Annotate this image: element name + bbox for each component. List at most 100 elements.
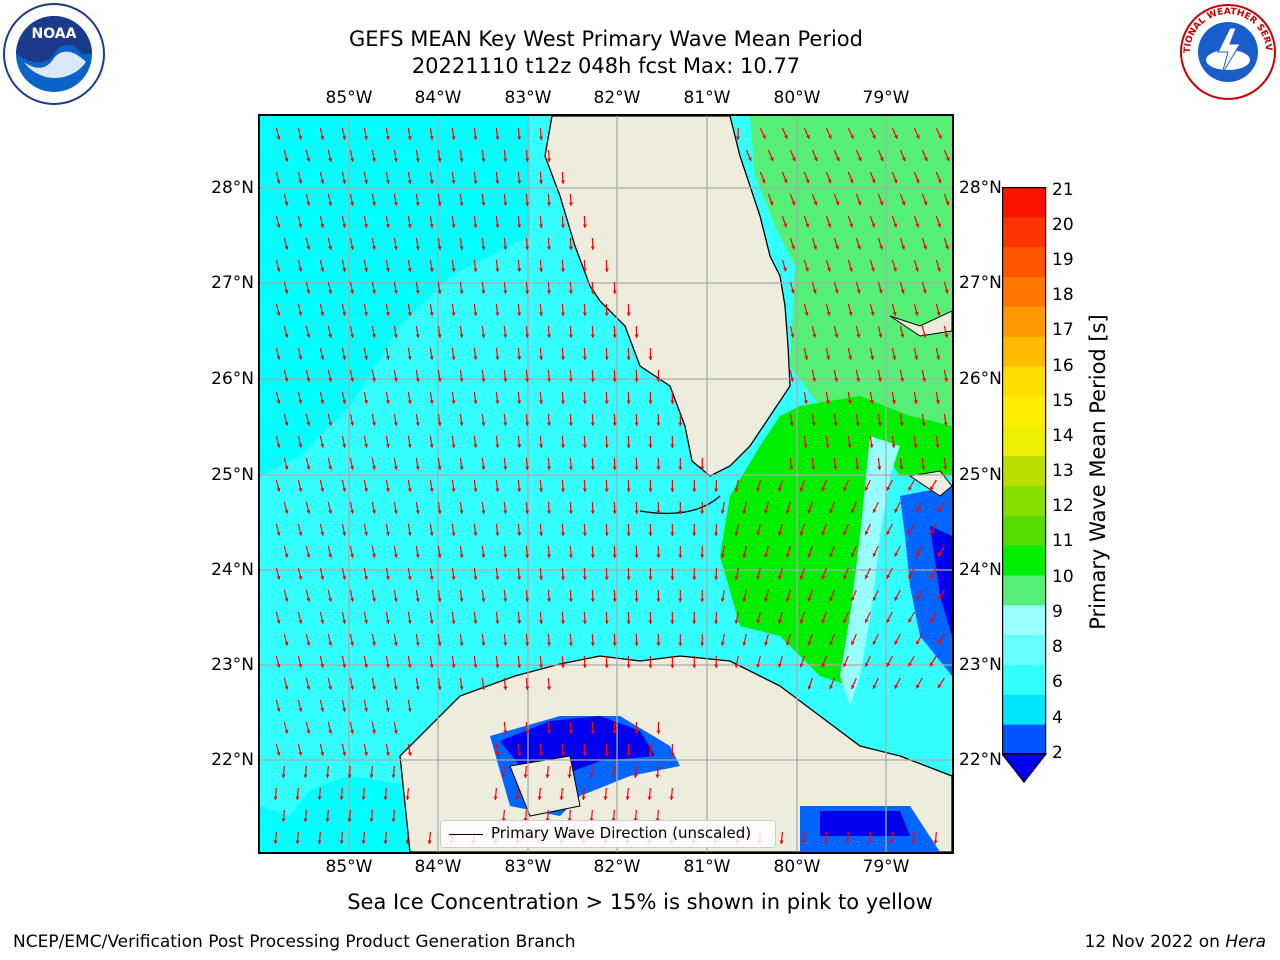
wave-arrow-head [756, 487, 761, 492]
wave-arrow-head [937, 684, 942, 689]
wave-arrow-head [742, 641, 747, 646]
wave-arrow-head [901, 245, 906, 250]
wave-arrow-head [546, 510, 552, 514]
colorbar-tick-label: 12 [1052, 496, 1074, 516]
wave-arrow-head [937, 552, 942, 557]
wave-arrow-head [525, 510, 530, 514]
wave-arrow-head [889, 840, 894, 844]
wave-arrow-head [364, 752, 369, 756]
wave-arrow-head [276, 355, 281, 360]
wave-arrow-head [451, 136, 456, 140]
colorbar-segment [1002, 574, 1046, 606]
wave-arrow-head [872, 134, 876, 139]
map-panel[interactable]: Primary Wave Direction (unscaled) [258, 114, 954, 854]
wave-arrow-head [945, 201, 950, 206]
wave-arrow-head [342, 487, 347, 492]
wave-arrow-head [678, 422, 683, 426]
wave-arrow-head [825, 400, 830, 404]
wave-arrow-head [670, 752, 675, 756]
wave-arrow-head [560, 180, 566, 184]
wave-arrow-head [922, 378, 927, 382]
wave-arrow-head [670, 532, 675, 536]
wave-arrow-head [429, 444, 434, 448]
wave-arrow-head [568, 730, 573, 734]
wave-arrow-head [872, 596, 877, 601]
wave-arrow-head [459, 158, 464, 162]
nws-logo: NATIONAL WEATHER SERVICE [1174, 0, 1278, 106]
colorbar-outline [1002, 187, 1047, 755]
wave-arrow-head [276, 223, 281, 228]
colorbar-segment [1002, 187, 1046, 218]
wave-arrow-head [371, 466, 377, 470]
wave-arrow-head [567, 774, 572, 778]
wave-arrow-head [342, 575, 347, 580]
wave-arrow-head [339, 796, 344, 800]
wave-arrow-head [877, 422, 882, 426]
wave-arrow-head [826, 267, 831, 272]
wave-arrow-head [560, 444, 566, 448]
wave-arrow-head [473, 620, 478, 624]
wave-arrow-head [769, 157, 774, 162]
wave-arrow-head [894, 552, 899, 557]
wave-arrow-head [276, 311, 281, 316]
wave-arrow-head [539, 268, 544, 272]
wave-arrow-head [342, 267, 347, 272]
wave-arrow-head [785, 553, 790, 558]
wave-arrow-head [473, 444, 478, 448]
dark-blue-field-southeast [820, 811, 910, 836]
wave-arrow-head [590, 598, 595, 602]
wave-arrow-head [546, 466, 552, 470]
wave-arrow-head [385, 136, 390, 140]
gulf-cyan-field [260, 116, 530, 476]
wave-arrow-head [568, 598, 573, 602]
wave-arrow-head [806, 134, 810, 139]
wave-arrow-head [914, 267, 919, 272]
legend-line-swatch [449, 834, 483, 835]
footer-credit: NCEP/EMC/Verification Post Processing Pr… [13, 932, 576, 952]
wave-arrow-head [342, 355, 347, 360]
wave-arrow-head [306, 201, 311, 206]
wave-arrow-head [385, 752, 390, 756]
wave-arrow-head [626, 488, 631, 492]
wave-arrow-head [276, 575, 281, 580]
wave-arrow-head [546, 378, 552, 382]
wave-arrow-head [350, 421, 355, 426]
wave-arrow-head [944, 333, 949, 338]
lon-label-bottom: 82°W [593, 857, 641, 877]
wave-arrow-head [915, 223, 920, 228]
wave-arrow-head [791, 245, 796, 250]
wave-arrow-head [393, 158, 398, 162]
wave-arrow-head [612, 466, 617, 470]
wave-arrow-head [799, 487, 804, 492]
colorbar-tick-label: 4 [1052, 708, 1063, 728]
wave-arrow-head [517, 312, 522, 316]
wave-arrow-head [385, 312, 390, 316]
wave-arrow-head [459, 466, 464, 470]
legend-label: Primary Wave Direction (unscaled) [491, 824, 752, 842]
colorbar-segment [1002, 634, 1046, 665]
wave-arrow-head [437, 554, 442, 558]
wave-arrow-head [298, 135, 303, 140]
wave-arrow-head [612, 378, 617, 382]
wave-arrow-head [276, 487, 281, 492]
wave-arrow-head [604, 576, 609, 580]
wave-arrow-head [306, 333, 311, 338]
wave-arrow-head [328, 465, 333, 470]
noaa-logo-text: NOAA [32, 26, 77, 42]
wave-arrow-head [405, 840, 410, 844]
wave-arrow-head [604, 488, 609, 492]
wave-arrow-head [914, 311, 919, 316]
wave-arrow-head [870, 311, 875, 316]
wave-arrow-head [306, 553, 311, 558]
wave-arrow-head [900, 289, 905, 294]
wave-arrow-head [805, 223, 810, 228]
wave-arrow-head [276, 179, 281, 184]
wave-arrow-head [877, 466, 882, 470]
wave-arrow-head [328, 421, 333, 426]
wave-arrow-head [364, 620, 369, 624]
wave-arrow-head [734, 663, 739, 668]
wave-arrow-head [648, 400, 653, 404]
colorbar-segment [1002, 395, 1046, 427]
wave-arrow-head [590, 466, 595, 470]
wave-arrow-head [582, 400, 587, 404]
